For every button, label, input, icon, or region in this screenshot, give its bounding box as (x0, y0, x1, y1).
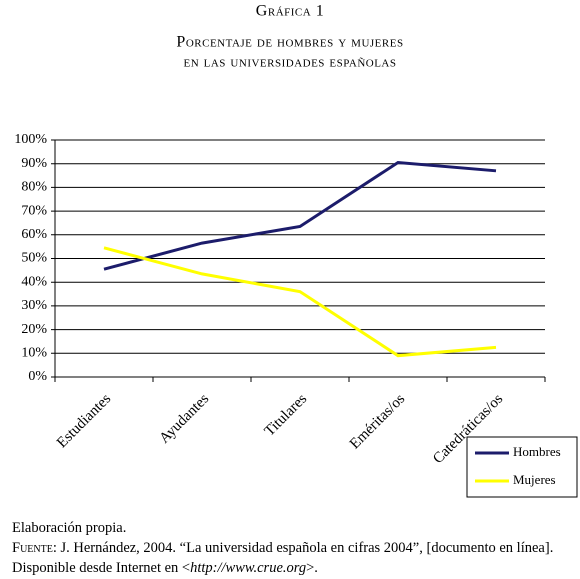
y-tick-label: 60% (21, 227, 47, 242)
legend-label: Hombres (513, 444, 561, 459)
legend-label: Mujeres (513, 472, 556, 487)
source-end: >. (306, 560, 318, 576)
y-tick-label: 50% (21, 251, 47, 266)
url: http://www.crue.org (190, 560, 307, 576)
chart-title: Gráfica 1 (256, 3, 324, 20)
footer: Elaboración propia. Fuente: J. Hernández… (12, 518, 578, 578)
y-tick-label: 0% (28, 369, 47, 384)
x-tick-label: Titulares (262, 391, 311, 440)
legend-box (466, 436, 578, 498)
source-label: Fuente: (12, 540, 57, 556)
chart: Gráfica 1 Porcentaje de hombres y mujere… (14, 3, 578, 498)
note: Elaboración propia. (12, 520, 127, 536)
chart-subtitle: en las universidades españolas (183, 54, 396, 71)
y-tick-label: 70% (21, 203, 47, 218)
y-tick-label: 30% (21, 298, 47, 313)
x-tick-label: Ayudantes (157, 391, 213, 447)
y-tick-label: 20% (21, 322, 47, 337)
x-tick-label: Estudiantes (54, 391, 114, 451)
x-tick-label: Eméritas/os (347, 391, 409, 453)
y-tick-label: 100% (14, 132, 47, 147)
y-tick-label: 90% (21, 156, 47, 171)
y-tick-label: 10% (21, 346, 47, 361)
y-tick-label: 80% (21, 180, 47, 195)
series-line (103, 160, 497, 271)
source-text: J. Hernández, 2004. “La universidad espa… (12, 540, 554, 576)
y-tick-label: 40% (21, 274, 47, 289)
series-line (103, 246, 497, 358)
chart-subtitle: Porcentaje de hombres y mujeres (176, 34, 403, 51)
source: Fuente: J. Hernández, 2004. “La universi… (12, 538, 578, 578)
